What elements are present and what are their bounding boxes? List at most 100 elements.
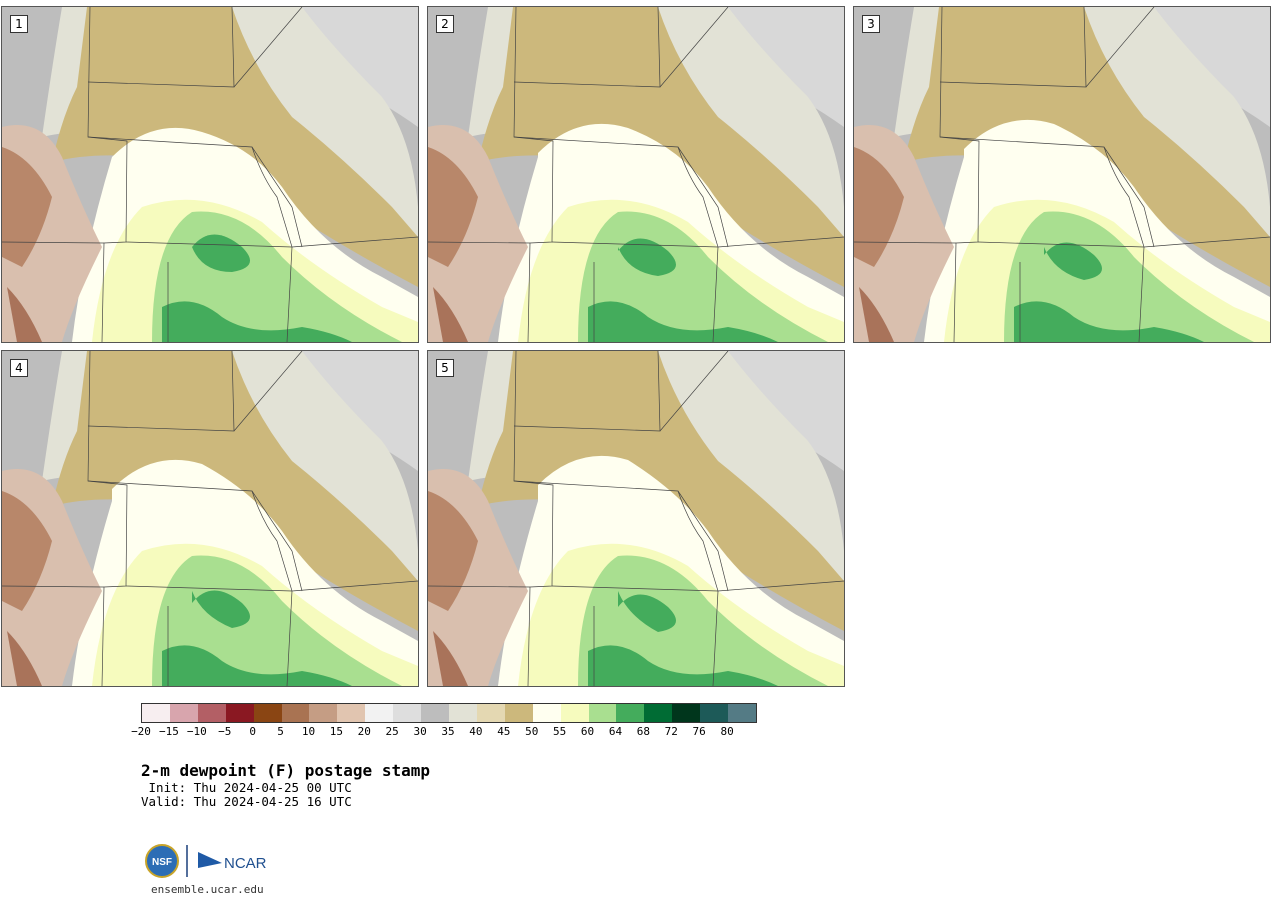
- colorbar-tick-label: 20: [357, 725, 371, 738]
- colorbar-tick-label: 30: [413, 725, 427, 738]
- colorbar-swatch: [560, 704, 589, 722]
- colorbar-swatch: [532, 704, 561, 722]
- ncar-logo-text: NCAR: [224, 855, 267, 872]
- green-south: [588, 645, 778, 686]
- colorbar-swatch: [169, 704, 198, 722]
- colorbar-swatch: [253, 704, 282, 722]
- colorbar-tick-label: −20: [131, 725, 151, 738]
- colorbar-tick-label: 50: [525, 725, 539, 738]
- colorbar-tick-label: −15: [158, 725, 179, 738]
- terrain-south: [859, 287, 894, 342]
- colorbar-swatch: [700, 704, 729, 722]
- green-south: [1014, 301, 1204, 342]
- nsf-logo-icon: [145, 844, 179, 878]
- dewpoint-field: [854, 7, 1270, 342]
- terrain-field: [2, 491, 52, 611]
- colorbar-swatch: [728, 704, 756, 722]
- colorbar-tick-label: 5: [277, 725, 284, 738]
- nsf-ncar-logo: NSF NCAR: [145, 844, 267, 878]
- colorbar-swatch: [225, 704, 254, 722]
- colorbar-tick-label: 15: [329, 725, 343, 738]
- state-border: [87, 7, 128, 342]
- terrain-field: [2, 147, 52, 267]
- colorbar-swatch: [365, 704, 394, 722]
- light-green-field: [578, 555, 828, 686]
- terrain-south: [433, 287, 468, 342]
- colorbar-tick-label: 45: [497, 725, 511, 738]
- member-label: 3: [862, 15, 880, 33]
- colorbar-tick-label: 25: [385, 725, 399, 738]
- colorbar-tick-label: 68: [636, 725, 650, 738]
- colorbar-swatch: [337, 704, 366, 722]
- init-time: Init: Thu 2024-04-25 00 UTC: [141, 780, 352, 795]
- colorbar-tick-label: 0: [249, 725, 256, 738]
- state-border: [677, 146, 719, 342]
- green-blob: [192, 590, 250, 628]
- colorbar-swatch: [644, 704, 673, 722]
- state-border: [513, 7, 554, 342]
- colorbar-swatch: [309, 704, 338, 722]
- colorbar-tick-label: 55: [553, 725, 567, 738]
- state-border: [251, 490, 293, 686]
- state-border: [1103, 146, 1145, 342]
- state-border: [513, 480, 729, 592]
- state-border: [593, 7, 729, 342]
- colorbar-tick-label: −10: [186, 725, 207, 738]
- green-blob: [1044, 242, 1102, 280]
- website-url: ensemble.ucar.edu: [151, 883, 264, 896]
- green-south: [162, 645, 352, 686]
- colorbar-swatch: [448, 704, 477, 722]
- colorbar: −20 −15 −10 −5 0 5 10 15 20 25 30 35 40 45 50 55 60 64 68 7…: [131, 703, 757, 741]
- green-south: [588, 301, 778, 342]
- dewpoint-field: [2, 351, 418, 686]
- state-border: [939, 136, 1155, 248]
- dewpoint-field: [428, 351, 844, 686]
- member-map-3: 3: [853, 6, 1271, 343]
- member-label: 4: [10, 359, 28, 377]
- chart-title: 2-m dewpoint (F) postage stamp: [141, 761, 430, 780]
- colorbar-swatch: [616, 704, 645, 722]
- terrain-field: [854, 147, 904, 267]
- colorbar-tick-label: 80: [720, 725, 734, 738]
- state-border: [677, 490, 719, 686]
- nsf-logo-text: NSF: [152, 857, 172, 868]
- terrain-south: [7, 287, 42, 342]
- logos: NSF NCAR: [144, 843, 284, 879]
- colorbar-swatch: [421, 704, 449, 722]
- ncar-logo-icon: [198, 852, 222, 868]
- colorbar-tick-label: 35: [441, 725, 455, 738]
- state-border: [593, 351, 729, 686]
- terrain-field: [428, 491, 478, 611]
- colorbar-swatch: [142, 704, 170, 722]
- light-green-field: [152, 555, 402, 686]
- state-border: [87, 351, 128, 686]
- member-label: 5: [436, 359, 454, 377]
- green-blob: [192, 234, 250, 272]
- valid-time: Valid: Thu 2024-04-25 16 UTC: [141, 794, 352, 809]
- colorbar-swatch: [504, 704, 533, 722]
- state-border: [513, 351, 554, 686]
- colorbar-swatch: [672, 704, 701, 722]
- state-border: [939, 7, 980, 342]
- member-label: 2: [436, 15, 454, 33]
- colorbar-swatches: [141, 703, 757, 723]
- state-border: [167, 351, 303, 686]
- terrain-south: [433, 631, 468, 686]
- state-border: [87, 480, 303, 592]
- colorbar-tick-label: 60: [580, 725, 595, 738]
- member-map-5: 5: [427, 350, 845, 687]
- state-border: [1019, 7, 1155, 342]
- state-border: [513, 136, 729, 248]
- dewpoint-field: [428, 7, 844, 342]
- green-blob: [618, 591, 676, 632]
- colorbar-swatch: [281, 704, 310, 722]
- state-border: [251, 146, 293, 342]
- state-border: [87, 136, 303, 248]
- member-map-2: 2: [427, 6, 845, 343]
- member-map-4: 4: [1, 350, 419, 687]
- colorbar-tick-label: 64: [608, 725, 623, 738]
- colorbar-tick-label: 10: [301, 725, 316, 738]
- state-border: [167, 7, 303, 342]
- colorbar-tick-label: 72: [664, 725, 678, 738]
- colorbar-swatch: [393, 704, 422, 722]
